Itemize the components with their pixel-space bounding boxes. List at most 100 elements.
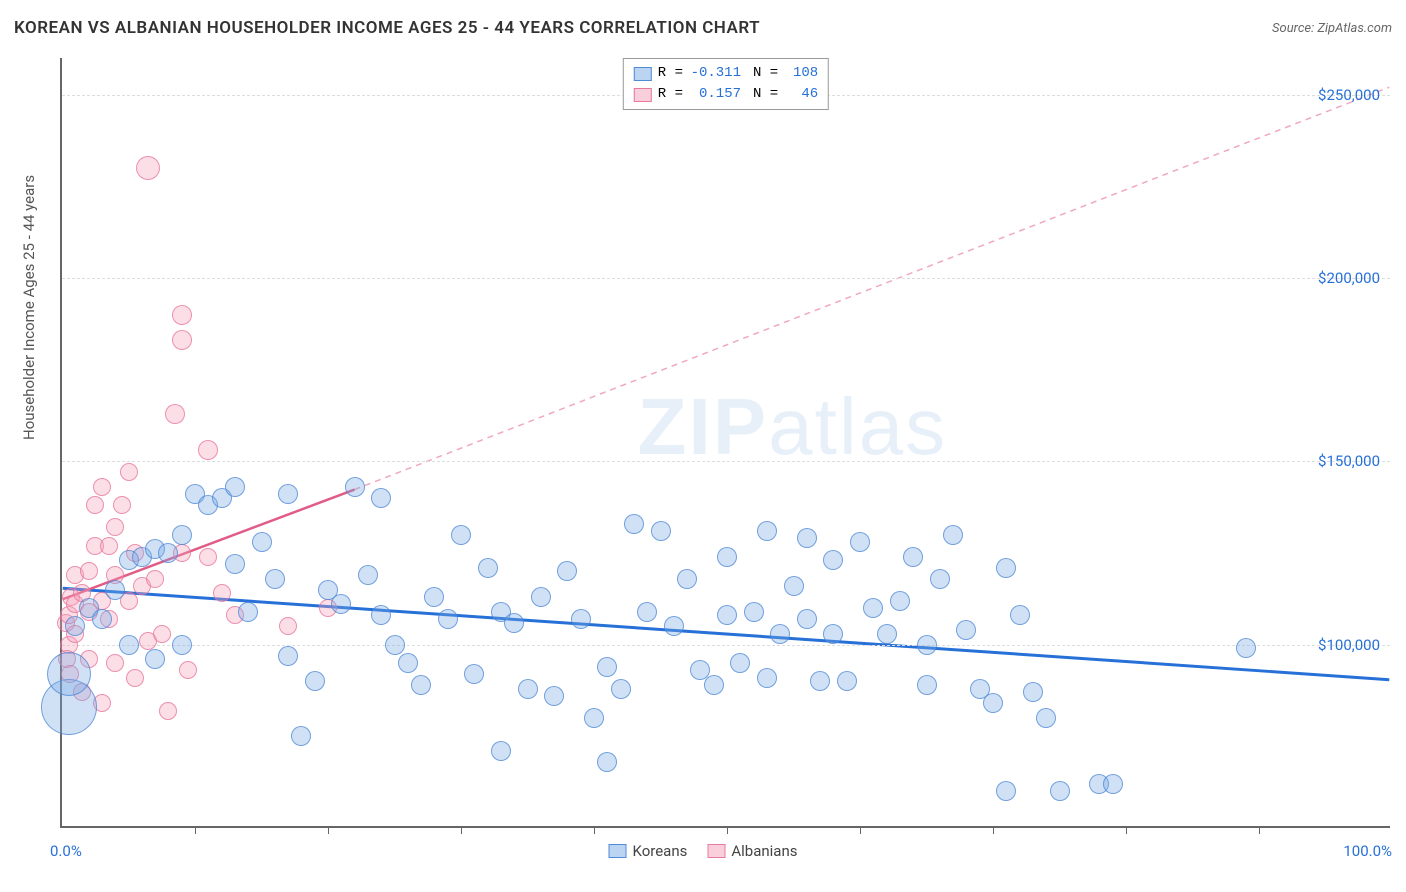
legend-n-label: N = (753, 63, 778, 84)
data-point-korean (478, 558, 498, 578)
data-point-korean (784, 576, 804, 596)
data-point-albanian (153, 625, 171, 643)
data-point-korean (996, 558, 1016, 578)
data-point-albanian (113, 496, 131, 514)
data-point-korean (717, 605, 737, 625)
data-point-albanian (93, 478, 111, 496)
data-point-korean (637, 602, 657, 622)
data-point-korean (65, 616, 85, 636)
data-point-korean (518, 679, 538, 699)
x-tick (461, 826, 462, 834)
data-point-korean (624, 514, 644, 534)
data-point-korean (651, 521, 671, 541)
y-tick-label: $250,000 (1318, 86, 1380, 104)
data-point-korean (544, 686, 564, 706)
data-point-korean (584, 708, 604, 728)
x-tick (993, 826, 994, 834)
data-point-korean (597, 657, 617, 677)
data-point-albanian (279, 617, 297, 635)
data-point-korean (797, 528, 817, 548)
data-point-korean (903, 547, 923, 567)
data-point-korean (531, 587, 551, 607)
data-point-korean (105, 580, 125, 600)
data-point-korean (757, 668, 777, 688)
y-tick-label: $200,000 (1318, 269, 1380, 287)
data-point-korean (917, 675, 937, 695)
grid-line (62, 645, 1390, 646)
data-point-korean (252, 532, 272, 552)
legend-n-value: 108 (784, 63, 818, 84)
chart-title: KOREAN VS ALBANIAN HOUSEHOLDER INCOME AG… (14, 18, 760, 38)
data-point-albanian (198, 440, 218, 460)
scatter-plot: ZIPatlas R = -0.311 N = 108 R = 0.157 N … (60, 58, 1390, 828)
data-point-korean (797, 609, 817, 629)
data-point-korean (983, 693, 1003, 713)
data-point-korean (823, 550, 843, 570)
data-point-albanian (80, 562, 98, 580)
data-point-korean (371, 488, 391, 508)
source-attribution: Source: ZipAtlas.com (1272, 21, 1392, 36)
data-point-korean (47, 652, 91, 696)
data-point-korean (1023, 682, 1043, 702)
data-point-korean (917, 635, 937, 655)
legend-label: Koreans (633, 842, 688, 860)
data-point-korean (172, 635, 192, 655)
data-point-korean (291, 726, 311, 746)
data-point-korean (810, 671, 830, 691)
data-point-korean (943, 525, 963, 545)
data-point-korean (744, 602, 764, 622)
data-point-korean (225, 554, 245, 574)
data-point-korean (770, 624, 790, 644)
data-point-korean (411, 675, 431, 695)
data-point-korean (877, 624, 897, 644)
correlation-legend: R = -0.311 N = 108 R = 0.157 N = 46 (623, 58, 829, 110)
data-point-korean (1036, 708, 1056, 728)
data-point-korean (172, 525, 192, 545)
data-point-korean (956, 620, 976, 640)
data-point-korean (664, 616, 684, 636)
data-point-korean (464, 664, 484, 684)
data-point-korean (371, 605, 391, 625)
data-point-korean (757, 521, 777, 541)
data-point-korean (1010, 605, 1030, 625)
data-point-korean (717, 547, 737, 567)
legend-label: Albanians (731, 842, 797, 860)
data-point-albanian (106, 654, 124, 672)
data-point-korean (1103, 774, 1123, 794)
data-point-korean (331, 594, 351, 614)
data-point-korean (278, 646, 298, 666)
legend-r-value: -0.311 (689, 63, 741, 84)
legend-r-label: R = (658, 84, 683, 105)
data-point-korean (730, 653, 750, 673)
legend-swatch (634, 88, 652, 102)
data-point-korean (611, 679, 631, 699)
data-point-korean (677, 569, 697, 589)
x-tick (328, 826, 329, 834)
data-point-korean (451, 525, 471, 545)
legend-row: R = 0.157 N = 46 (634, 84, 818, 105)
data-point-korean (119, 635, 139, 655)
legend-n-value: 46 (784, 84, 818, 105)
legend-item: Koreans (609, 842, 688, 860)
data-point-korean (996, 781, 1016, 801)
data-point-albanian (172, 305, 192, 325)
data-point-korean (238, 602, 258, 622)
data-point-korean (398, 653, 418, 673)
data-point-korean (571, 609, 591, 629)
legend-r-label: R = (658, 63, 683, 84)
data-point-albanian (146, 570, 164, 588)
data-point-korean (504, 613, 524, 633)
data-point-korean (491, 741, 511, 761)
data-point-albanian (199, 548, 217, 566)
trend-lines (62, 58, 1390, 826)
data-point-korean (930, 569, 950, 589)
data-point-korean (158, 543, 178, 563)
data-point-korean (345, 477, 365, 497)
series-legend: Koreans Albanians (609, 842, 798, 860)
data-point-albanian (165, 404, 185, 424)
x-axis-max-label: 100.0% (1343, 842, 1392, 860)
legend-r-value: 0.157 (689, 84, 741, 105)
data-point-albanian (179, 661, 197, 679)
y-tick-label: $150,000 (1318, 452, 1380, 470)
data-point-korean (823, 624, 843, 644)
